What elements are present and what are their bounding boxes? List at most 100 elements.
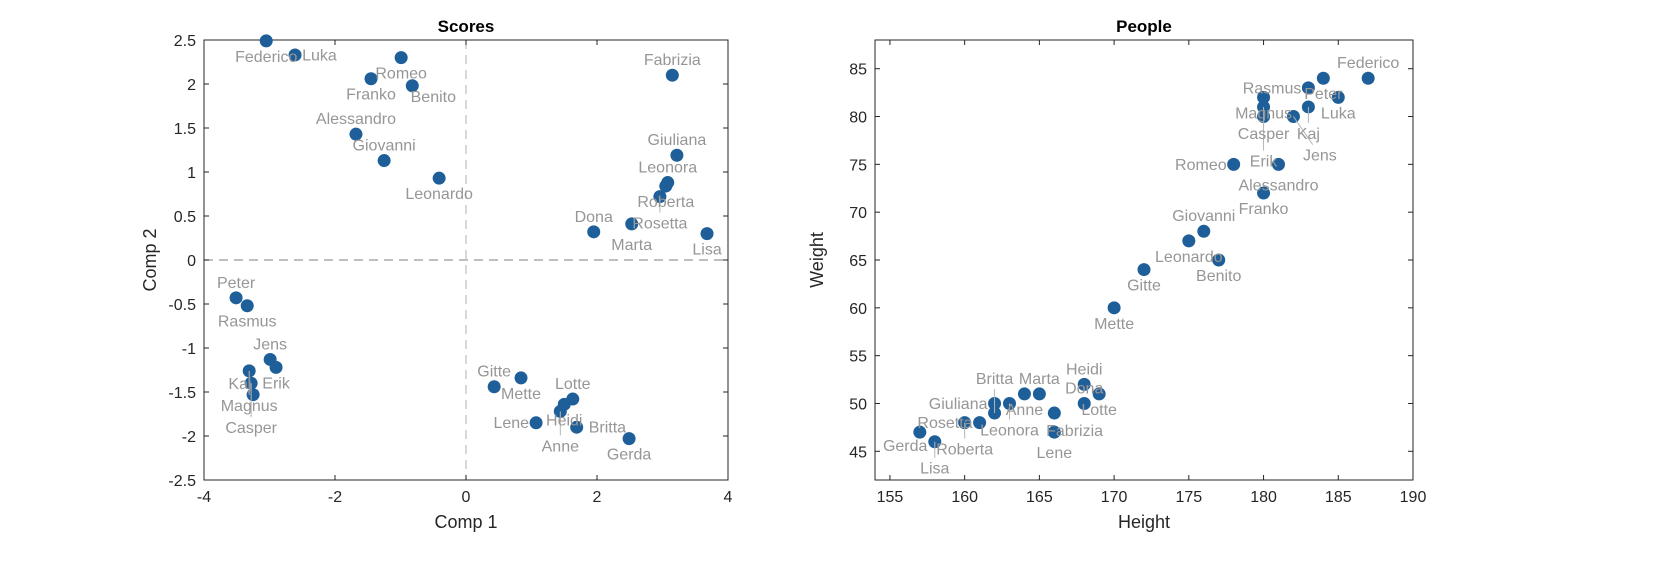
- data-point-dona: [1077, 396, 1091, 410]
- point-label-kaj: Kaj: [228, 376, 251, 393]
- point-label-rosetta: Rosetta: [917, 415, 972, 432]
- data-point-benito: [405, 79, 419, 93]
- data-point-peter: [1316, 71, 1330, 85]
- point-label-gerda: Gerda: [607, 447, 652, 464]
- point-label-dona: Dona: [575, 209, 613, 226]
- point-label-lene: Lene: [493, 415, 529, 432]
- data-point-marta: [1032, 387, 1046, 401]
- data-point-magnus: [1257, 90, 1271, 104]
- y-tick-label: 1: [187, 165, 196, 182]
- point-label-benito: Benito: [1196, 268, 1241, 285]
- point-label-jens: Jens: [1303, 147, 1337, 164]
- data-point-romeo: [1227, 157, 1241, 171]
- data-point-roberta: [659, 179, 673, 193]
- data-point-rasmus: [1301, 81, 1315, 95]
- data-point-giuliana: [670, 148, 684, 162]
- y-tick-label: -2: [182, 429, 196, 446]
- y-tick-label: 60: [849, 301, 867, 318]
- point-label-leonora: Leonora: [980, 422, 1039, 439]
- data-point-britta: [570, 420, 584, 434]
- data-point-benito: [1212, 253, 1226, 267]
- x-tick-label: 2: [593, 489, 602, 506]
- point-label-luka: Luka: [1321, 105, 1356, 122]
- point-label-romeo: Romeo: [375, 66, 427, 83]
- point-label-dona: Dona: [1065, 380, 1103, 397]
- y-tick-label: 0: [187, 253, 196, 270]
- y-tick-label: -1: [182, 341, 196, 358]
- data-point-alessandro: [1272, 157, 1285, 171]
- point-label-marta: Marta: [611, 237, 652, 254]
- point-label-anne: Anne: [542, 438, 579, 455]
- point-label-magnus: Magnus: [1235, 105, 1292, 122]
- point-label-gitte: Gitte: [1127, 278, 1161, 295]
- point-label-britta: Britta: [976, 371, 1013, 388]
- x-tick-label: 175: [1175, 489, 1202, 506]
- chart-title: People: [1116, 17, 1172, 36]
- x-tick-label: -4: [197, 489, 211, 506]
- data-point-gerda: [913, 425, 927, 439]
- point-label-britta: Britta: [589, 420, 626, 437]
- y-tick-label: 85: [849, 62, 867, 79]
- point-label-marta: Marta: [1019, 371, 1060, 388]
- data-point-lene: [1047, 425, 1061, 439]
- data-point-rasmus: [240, 299, 254, 313]
- x-tick-label: 0: [462, 489, 471, 506]
- x-tick-label: 165: [1026, 489, 1053, 506]
- point-label-casper: Casper: [1238, 126, 1290, 143]
- data-point-erik: [269, 360, 283, 374]
- data-point-lene: [529, 416, 543, 430]
- point-label-anne: Anne: [1006, 402, 1043, 419]
- point-label-romeo: Romeo: [1175, 157, 1227, 174]
- leader-lines: [934, 106, 1314, 458]
- point-label-peter: Peter: [1304, 86, 1343, 103]
- x-tick-label: 160: [951, 489, 978, 506]
- point-label-luka: Luka: [302, 47, 337, 64]
- point-label-gitte: Gitte: [477, 364, 511, 381]
- data-point-rosetta: [973, 416, 987, 430]
- point-label-heidi: Heidi: [546, 412, 582, 429]
- point-label-giovanni: Giovanni: [1172, 208, 1235, 225]
- x-tick-label: 170: [1101, 489, 1128, 506]
- plot-people: 155 160 165 170 175 180 185 190 45 50 55 60 65 70 75 80…: [807, 17, 1426, 532]
- point-label-rasmus: Rasmus: [1243, 80, 1302, 97]
- x-tick-label: 180: [1250, 489, 1277, 506]
- point-label-fabrizia: Fabrizia: [1046, 423, 1103, 440]
- y-tick-label: 75: [849, 157, 867, 174]
- point-label-mette: Mette: [501, 386, 541, 403]
- y-tick-label: -0.5: [168, 297, 196, 314]
- point-label-erik: Erik: [1250, 153, 1279, 170]
- data-point-luka: [1331, 90, 1345, 104]
- x-tick-label: -2: [328, 489, 342, 506]
- data-point-giovanni: [377, 154, 391, 168]
- data-point-giovanni: [1197, 224, 1211, 238]
- data-point-alessandro: [349, 127, 363, 141]
- data-point-dona: [587, 225, 601, 239]
- point-label-lene: Lene: [1037, 445, 1073, 462]
- y-axis-label: Comp 2: [140, 228, 160, 291]
- point-label-fabrizia: Fabrizia: [644, 52, 701, 69]
- point-labels: Federico Luka Romeo Franko Benito Alessandro G…: [217, 47, 722, 463]
- x-tick-label: 190: [1400, 489, 1427, 506]
- x-axis-label: Comp 1: [434, 512, 497, 532]
- point-label-peter: Peter: [217, 275, 256, 292]
- point-label-lotte: Lotte: [1081, 402, 1117, 419]
- point-label-gerda: Gerda: [883, 438, 928, 455]
- point-label-federico: Federico: [1337, 55, 1399, 72]
- data-point-gerda: [622, 432, 636, 446]
- y-tick-label: 55: [849, 349, 867, 366]
- data-point-kaj: [246, 388, 260, 402]
- point-label-giuliana: Giuliana: [648, 132, 707, 149]
- data-point-heidi: [1077, 377, 1091, 391]
- point-label-heidi: Heidi: [1066, 361, 1102, 378]
- data-point-leonardo: [432, 171, 446, 185]
- point-label-lisa: Lisa: [692, 242, 721, 259]
- point-label-magnus: Magnus: [221, 398, 278, 415]
- data-points: [913, 71, 1375, 449]
- point-label-lisa: Lisa: [920, 461, 949, 478]
- point-label-leonora: Leonora: [638, 160, 697, 177]
- leader-lines: [248, 196, 661, 436]
- data-point-mette: [1107, 301, 1121, 315]
- point-label-erik: Erik: [262, 375, 291, 392]
- point-label-casper: Casper: [225, 420, 277, 437]
